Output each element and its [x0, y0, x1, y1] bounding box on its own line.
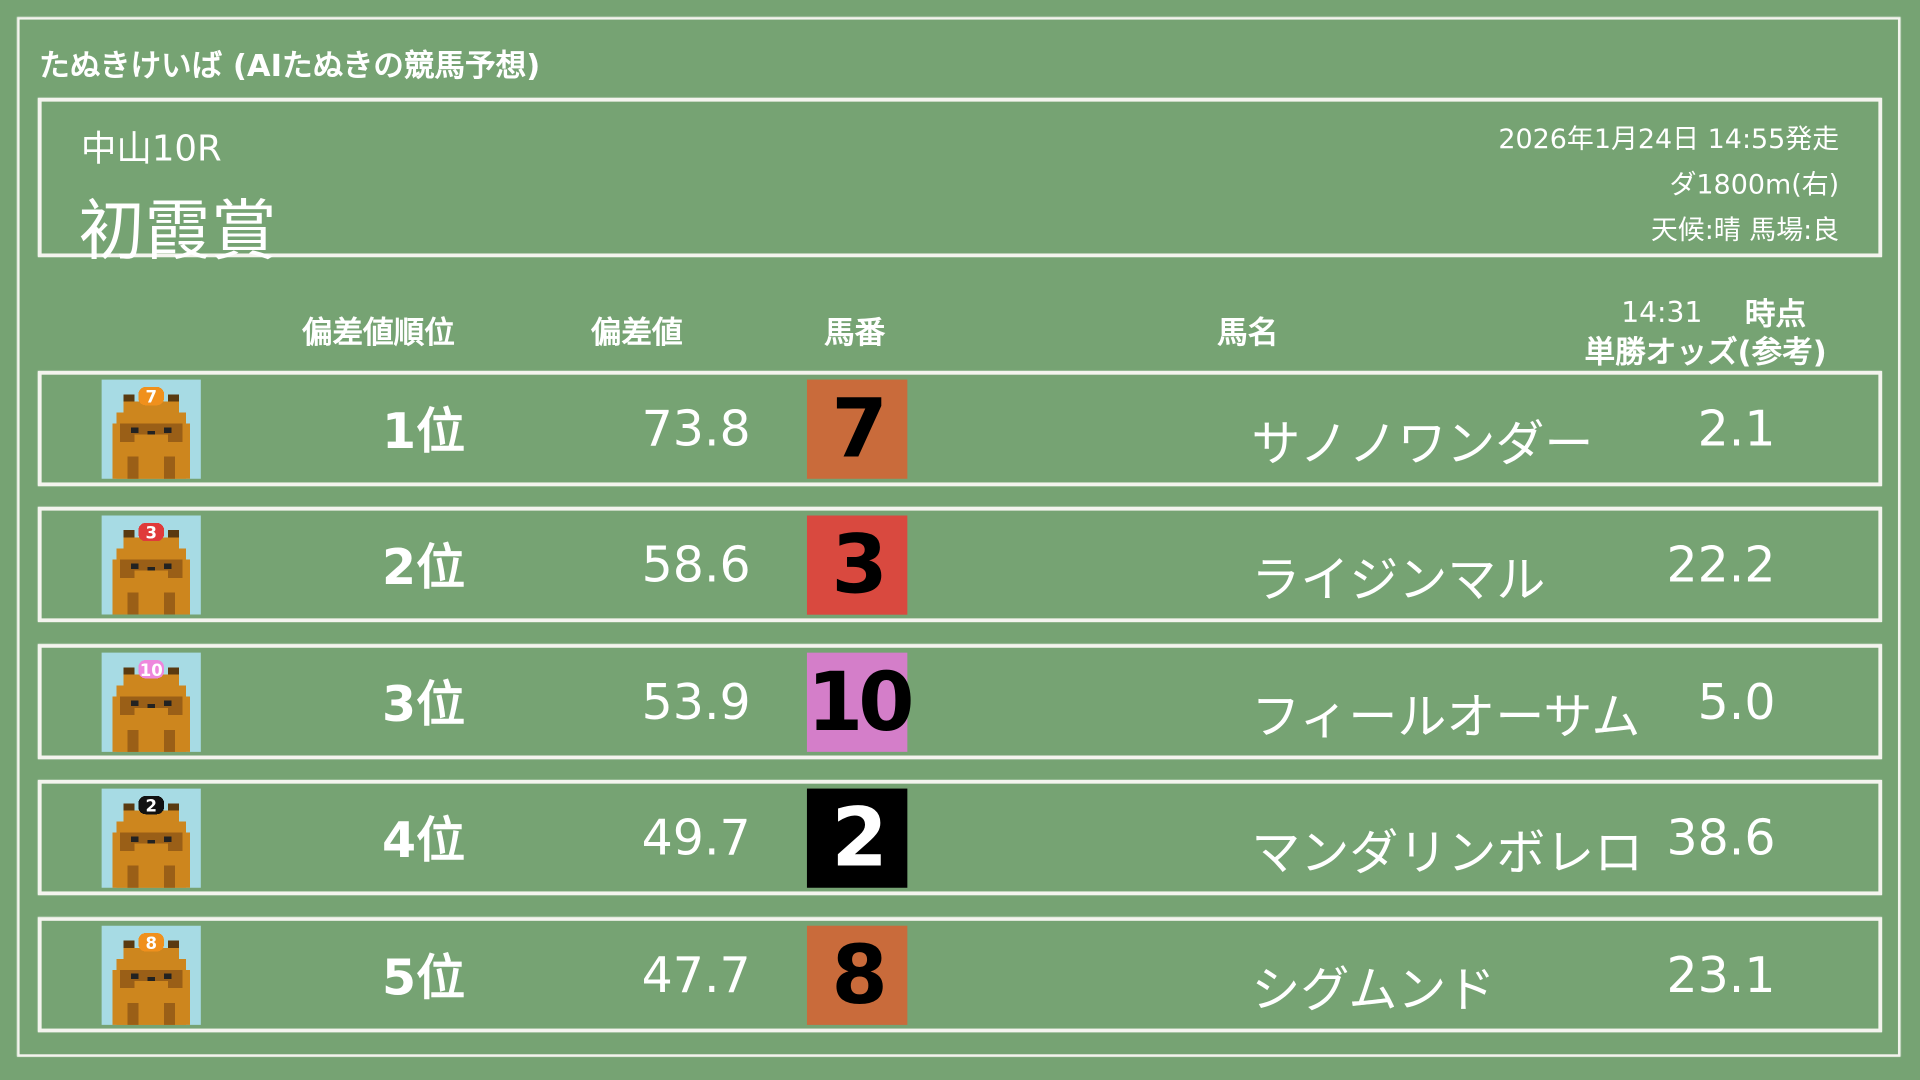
horse-number-badge: 10: [806, 652, 915, 752]
odds-value: 22.2: [1666, 537, 1776, 594]
header-deviation: 偏差値: [590, 314, 683, 351]
site-title: たぬきけいば (AIたぬきの競馬予想): [39, 47, 541, 84]
odds-value: 38.6: [1666, 810, 1776, 867]
prediction-row: 7 1位 73.8 7 サノノワンダー 2.1: [37, 371, 1883, 487]
tanuki-icon: 7: [101, 379, 201, 479]
svg-text:2: 2: [145, 797, 157, 816]
horse-number-badge: 2: [806, 788, 908, 888]
header-odds-time: 14:31: [1621, 297, 1703, 330]
prediction-row: 10 3位 53.9 10 フィールオーサム 5.0: [37, 644, 1883, 760]
prediction-row: 2 4位 49.7 2 マンダリンボレロ 38.6: [37, 780, 1883, 896]
odds-value: 23.1: [1666, 947, 1776, 1005]
prediction-row: 3 2位 58.6 3 ライジンマル 22.2: [37, 506, 1883, 623]
odds-value: 5.0: [1697, 674, 1776, 732]
horse-number-badge: 7: [806, 379, 908, 479]
tanuki-icon: 2: [101, 788, 201, 888]
svg-text:3: 3: [145, 524, 157, 543]
header-odds-time-suffix: 時点: [1744, 296, 1807, 332]
prediction-row: 8 5位 47.7 8 シグムンド 23.1: [37, 917, 1883, 1033]
horse-number-badge: 8: [806, 925, 908, 1025]
tanuki-icon: 3: [101, 515, 201, 615]
header-number: 馬番: [824, 314, 886, 351]
svg-text:10: 10: [140, 661, 163, 680]
race-course: ダ1800m(右): [1669, 170, 1840, 201]
race-start-time: 2026年1月24日 14:55発走: [1498, 124, 1840, 156]
svg-text:8: 8: [145, 934, 157, 953]
race-name: 初霞賞: [78, 192, 277, 270]
race-venue-round: 中山10R: [80, 127, 222, 169]
header-horse-name: 馬名: [1217, 314, 1279, 351]
race-info-box: [37, 97, 1883, 258]
board-frame: [17, 17, 1901, 1057]
header-rank: 偏差値順位: [301, 314, 455, 351]
horse-number-badge: 3: [806, 515, 908, 615]
odds-value: 2.1: [1697, 401, 1776, 458]
tanuki-icon: 10: [101, 652, 201, 752]
race-conditions: 天候:晴 馬場:良: [1650, 215, 1840, 247]
tanuki-icon: 8: [101, 925, 201, 1025]
svg-text:7: 7: [145, 388, 157, 407]
header-odds: 単勝オッズ(参考): [1584, 334, 1827, 370]
